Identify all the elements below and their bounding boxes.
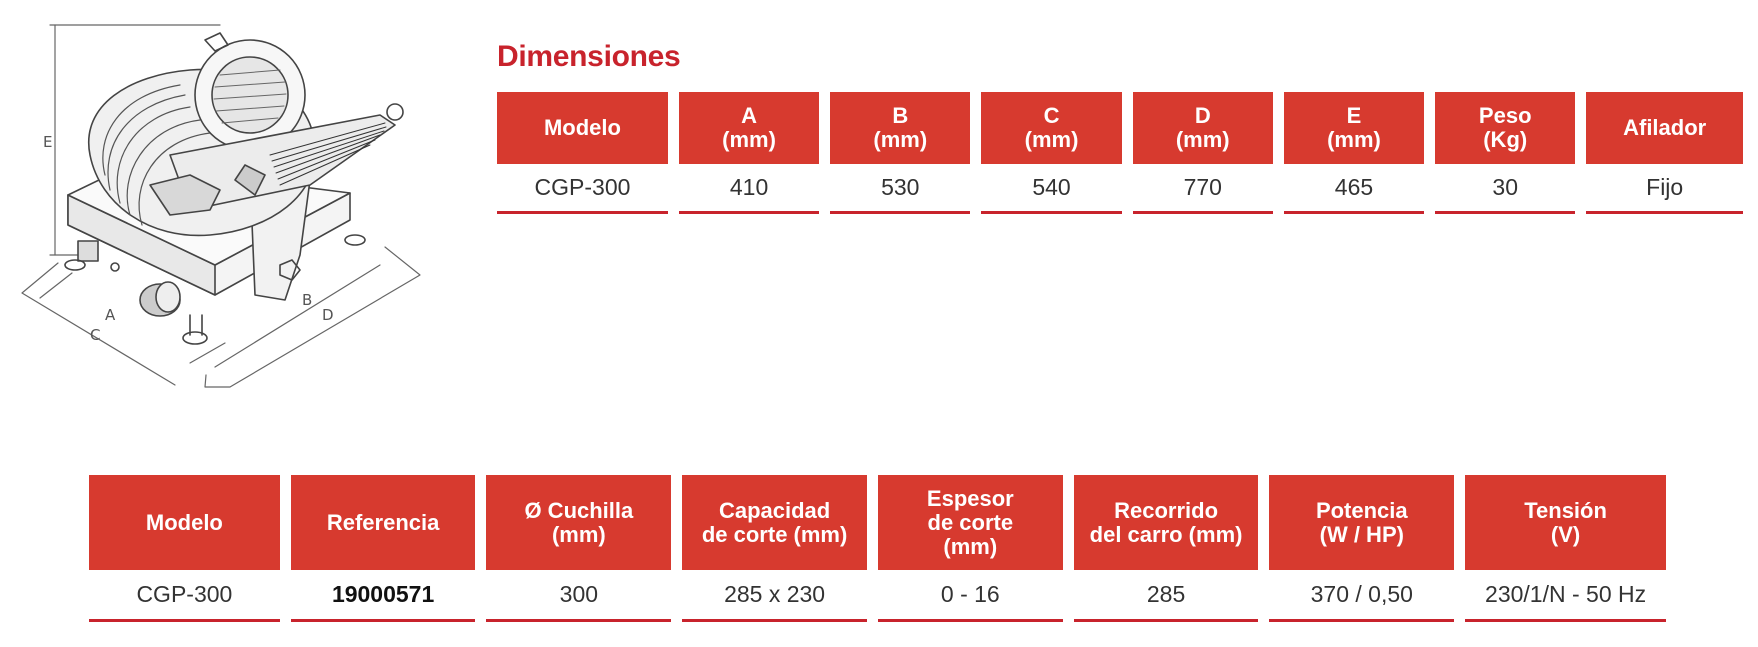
table-row: CGP-300 410 530 540 770 465 30 Fijo bbox=[497, 164, 1743, 214]
dimensions-header-e: E (mm) bbox=[1283, 92, 1425, 164]
dimensions-cell-modelo: CGP-300 bbox=[497, 164, 668, 214]
dimension-label-a: A bbox=[105, 306, 116, 324]
specs-header-tension: Tensión (V) bbox=[1465, 475, 1666, 570]
dimensions-cell-e: 465 bbox=[1283, 164, 1425, 214]
dimensions-header-row: Modelo A (mm) B (mm) C (mm) D (mm) E (mm… bbox=[497, 92, 1743, 164]
specs-cell-cuchilla: 300 bbox=[486, 570, 672, 622]
specs-header-cuchilla: Ø Cuchilla (mm) bbox=[486, 475, 672, 570]
specs-header-modelo: Modelo bbox=[89, 475, 280, 570]
specs-header-referencia: Referencia bbox=[290, 475, 476, 570]
specs-cell-tension: 230/1/N - 50 Hz bbox=[1465, 570, 1666, 622]
dimensions-header-a: A (mm) bbox=[678, 92, 820, 164]
dimensions-title: Dimensiones bbox=[497, 40, 681, 73]
dimensions-cell-b: 530 bbox=[830, 164, 971, 214]
specs-header-espesor: Espesor de corte (mm) bbox=[877, 475, 1063, 570]
specs-cell-modelo: CGP-300 bbox=[89, 570, 280, 622]
dimension-label-d: D bbox=[322, 306, 334, 324]
meat-slicer-illustration: E A C B D bbox=[21, 24, 421, 388]
dimensions-header-modelo: Modelo bbox=[497, 92, 668, 164]
specs-header-recorrido: Recorrido del carro (mm) bbox=[1073, 475, 1259, 570]
dimensions-header-d: D (mm) bbox=[1132, 92, 1273, 164]
dimensions-cell-peso: 30 bbox=[1435, 164, 1576, 214]
specs-header-potencia: Potencia (W / HP) bbox=[1269, 475, 1455, 570]
dimension-label-c: C bbox=[90, 326, 100, 344]
dimension-label-e: E bbox=[43, 133, 52, 151]
specs-cell-referencia: 19000571 bbox=[290, 570, 476, 622]
specs-cell-espesor: 0 - 16 bbox=[877, 570, 1063, 622]
dimension-label-b: B bbox=[302, 291, 312, 309]
dimensions-cell-a: 410 bbox=[678, 164, 820, 214]
dimensions-header-c: C (mm) bbox=[981, 92, 1122, 164]
dimensions-header-afilador: Afilador bbox=[1586, 92, 1743, 164]
specs-cell-potencia: 370 / 0,50 bbox=[1269, 570, 1455, 622]
dimensions-header-peso: Peso (Kg) bbox=[1435, 92, 1576, 164]
dimensions-table: Modelo A (mm) B (mm) C (mm) D (mm) E (mm… bbox=[486, 92, 1754, 214]
specifications-table: Modelo Referencia Ø Cuchilla (mm) Capaci… bbox=[78, 475, 1677, 622]
specs-header-capacidad: Capacidad de corte (mm) bbox=[682, 475, 867, 570]
specs-cell-capacidad: 285 x 230 bbox=[682, 570, 867, 622]
specifications-header-row: Modelo Referencia Ø Cuchilla (mm) Capaci… bbox=[89, 475, 1666, 570]
dimensions-cell-d: 770 bbox=[1132, 164, 1273, 214]
specs-cell-recorrido: 285 bbox=[1073, 570, 1259, 622]
table-row: CGP-300 19000571 300 285 x 230 0 - 16 28… bbox=[89, 570, 1666, 622]
dimensions-cell-c: 540 bbox=[981, 164, 1122, 214]
dimensions-cell-afilador: Fijo bbox=[1586, 164, 1743, 214]
dimensions-header-b: B (mm) bbox=[830, 92, 971, 164]
